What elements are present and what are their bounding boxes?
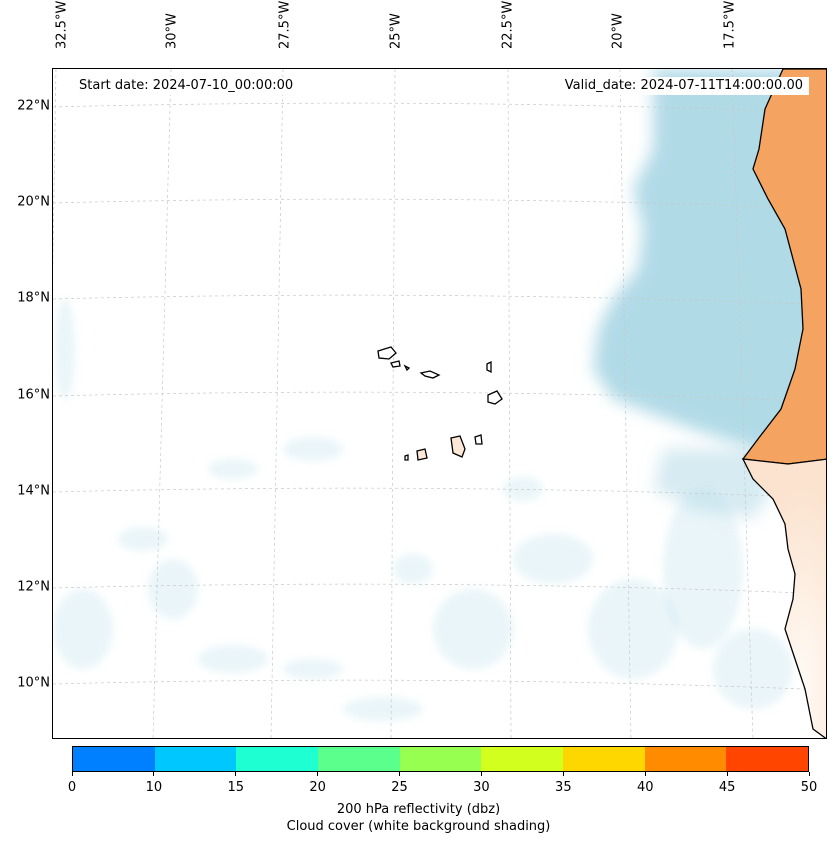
island-sao-vicente [390, 360, 401, 368]
island-santo-antao [377, 346, 397, 360]
colorbar-segment-20-25 [318, 747, 400, 771]
cape-verde-islands [377, 346, 503, 461]
mainland-africa-south [741, 458, 826, 738]
colorbar-tick-label: 15 [227, 780, 245, 795]
colorbar-tick-label: 25 [391, 780, 408, 795]
colorbar-tick-label: 20 [309, 780, 326, 795]
colorbar-tick [235, 772, 237, 776]
colorbar-tick [644, 772, 646, 776]
colorbar-tick-label: 45 [718, 780, 736, 795]
colorbar-tick-label: 50 [800, 780, 818, 795]
lat-gridline [53, 583, 826, 595]
lat-gridline [53, 198, 826, 210]
cloud-patch [55, 299, 75, 399]
colorbar-segment-30-35 [481, 747, 564, 771]
cloud-patch [513, 534, 593, 584]
lat-label-16n: 16°N [17, 387, 50, 403]
lon-label-25w: 25°W [388, 13, 404, 49]
island-sao-nicolau [419, 370, 441, 379]
colorbar-tick-label: 35 [555, 780, 572, 795]
island-fogo [416, 448, 428, 461]
colorbar-tick [808, 772, 810, 776]
cloud-cover-shading [53, 69, 826, 721]
lon-gridline [390, 69, 396, 738]
colorbar-tick [562, 772, 564, 776]
colorbar-tick-label: 10 [145, 780, 163, 795]
lon-gridline [731, 69, 754, 738]
colorbar-segment-25-30 [399, 747, 482, 771]
colorbar-segment-10-15 [154, 747, 237, 771]
cloud-patches [53, 299, 793, 721]
start-date-label: Start date: 2024-07-10_00:00:00 [73, 77, 300, 95]
cloud-patch [198, 645, 268, 673]
lat-gridline [53, 487, 826, 499]
lon-label-27-5w: 27.5°W [277, 0, 293, 49]
cloud-patch [663, 489, 743, 649]
cloud-patch [118, 527, 168, 551]
lon-label-17-5w: 17.5°W [722, 0, 738, 49]
colorbar-segment-15-20 [236, 747, 319, 771]
cloud-patch [343, 697, 423, 721]
lat-gridline [53, 679, 826, 691]
colorbar-tick [726, 772, 728, 776]
colorbar-tick-label: 0 [67, 780, 77, 795]
lat-gridline [53, 294, 826, 306]
lon-label-22-5w: 22.5°W [500, 0, 516, 49]
gridlines [53, 69, 826, 738]
cloud-patch [433, 589, 513, 669]
lon-label-30w: 30°W [164, 13, 180, 49]
lat-label-14n: 14°N [17, 483, 50, 499]
colorbar-segment-35-40 [563, 747, 645, 771]
lon-label-20w: 20°W [610, 13, 626, 49]
lon-gridline [152, 69, 172, 738]
colorbar-tick [71, 772, 73, 776]
lat-label-22n: 22°N [17, 98, 50, 114]
colorbar-segment-0-10 [73, 747, 155, 771]
lat-gridline [53, 102, 826, 114]
colorbar-tick-label: 30 [473, 780, 490, 795]
cloud-patch [393, 554, 433, 584]
lon-gridline [619, 69, 632, 738]
colorbar-caption-cloud-cover: Cloud cover (white background shading) [286, 819, 551, 834]
lon-gridline [507, 69, 512, 738]
map-canvas [53, 69, 826, 738]
cloud-patch [53, 589, 113, 669]
colorbar-segment-45-50 [726, 747, 809, 771]
lon-label-32-5w: 32.5°W [54, 0, 70, 49]
cloud-patch [208, 459, 258, 479]
lat-label-12n: 12°N [17, 579, 50, 595]
cloud-patch [283, 659, 343, 679]
colorbar-tick-label: 40 [636, 780, 654, 795]
lat-gridline [53, 391, 826, 403]
colorbar-tick [480, 772, 482, 776]
cloud-patch [713, 629, 793, 709]
reflectivity-colorbar [72, 746, 809, 772]
colorbar-tick [317, 772, 319, 776]
lon-gridline [270, 69, 284, 738]
lat-label-20n: 20°N [17, 194, 50, 210]
cloud-patch [588, 579, 678, 679]
cloud-patch [283, 437, 343, 461]
map-panel[interactable] [52, 68, 827, 739]
island-santa-luzia [403, 364, 411, 372]
colorbar-tick [153, 772, 155, 776]
island-sal [486, 360, 492, 374]
lat-label-10n: 10°N [17, 675, 50, 691]
colorbar-tick [399, 772, 401, 776]
cloud-patch [148, 559, 198, 619]
island-brava [404, 454, 409, 461]
colorbar-caption-reflectivity: 200 hPa reflectivity (dbz) [336, 802, 501, 817]
island-maio [474, 434, 483, 445]
cloud-patch [503, 477, 543, 501]
island-santiago [450, 435, 466, 458]
valid-date-label: Valid_date: 2024-07-11T14:00:00.00 [558, 77, 809, 95]
colorbar-segment-40-45 [644, 747, 727, 771]
island-boa-vista [487, 390, 503, 405]
lat-label-18n: 18°N [17, 290, 50, 306]
